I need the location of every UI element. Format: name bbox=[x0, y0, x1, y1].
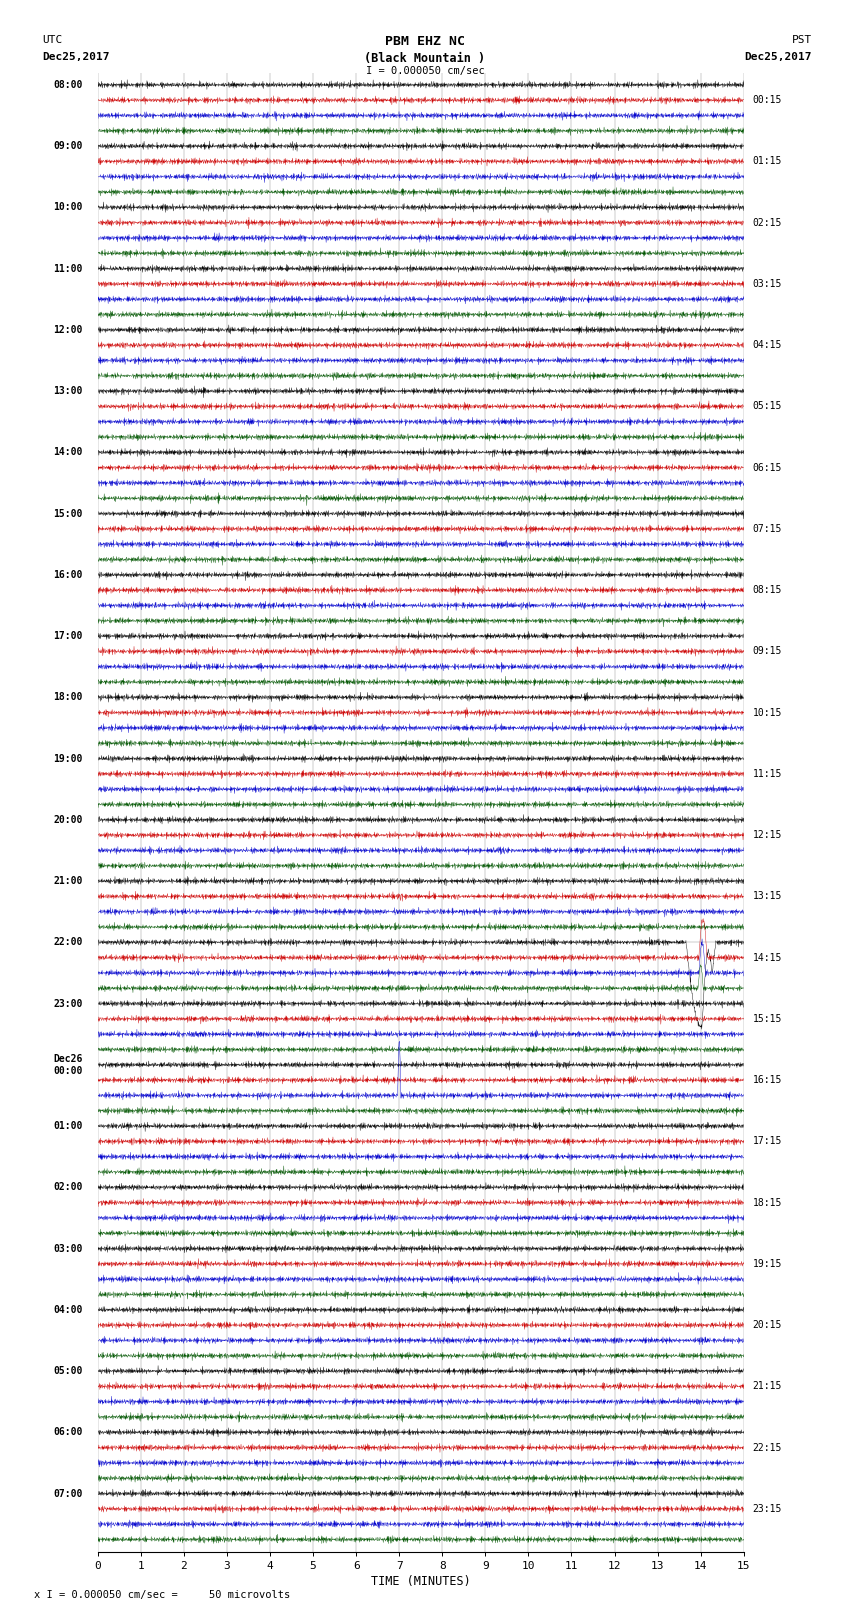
Text: 11:15: 11:15 bbox=[752, 769, 782, 779]
Text: Dec25,2017: Dec25,2017 bbox=[42, 52, 110, 61]
Text: 16:00: 16:00 bbox=[54, 569, 82, 579]
Text: 12:00: 12:00 bbox=[54, 324, 82, 336]
Text: 21:00: 21:00 bbox=[54, 876, 82, 886]
Text: 07:00: 07:00 bbox=[54, 1489, 82, 1498]
Text: 09:00: 09:00 bbox=[54, 140, 82, 152]
Text: 12:15: 12:15 bbox=[752, 831, 782, 840]
Text: 06:00: 06:00 bbox=[54, 1428, 82, 1437]
Text: 10:00: 10:00 bbox=[54, 202, 82, 213]
Text: 01:00: 01:00 bbox=[54, 1121, 82, 1131]
Text: 03:00: 03:00 bbox=[54, 1244, 82, 1253]
Text: 07:15: 07:15 bbox=[752, 524, 782, 534]
Text: 19:00: 19:00 bbox=[54, 753, 82, 763]
Text: PST: PST bbox=[791, 35, 812, 45]
Text: 21:15: 21:15 bbox=[752, 1381, 782, 1392]
Text: 02:00: 02:00 bbox=[54, 1182, 82, 1192]
Text: 13:00: 13:00 bbox=[54, 386, 82, 397]
Text: Dec25,2017: Dec25,2017 bbox=[745, 52, 812, 61]
Text: 18:00: 18:00 bbox=[54, 692, 82, 702]
Text: UTC: UTC bbox=[42, 35, 63, 45]
Text: 17:15: 17:15 bbox=[752, 1136, 782, 1147]
Text: 06:15: 06:15 bbox=[752, 463, 782, 473]
Text: 08:15: 08:15 bbox=[752, 586, 782, 595]
X-axis label: TIME (MINUTES): TIME (MINUTES) bbox=[371, 1574, 471, 1587]
Text: 20:00: 20:00 bbox=[54, 815, 82, 824]
Text: 15:15: 15:15 bbox=[752, 1015, 782, 1024]
Text: 05:00: 05:00 bbox=[54, 1366, 82, 1376]
Text: (Black Mountain ): (Black Mountain ) bbox=[365, 52, 485, 65]
Text: x I = 0.000050 cm/sec =     50 microvolts: x I = 0.000050 cm/sec = 50 microvolts bbox=[34, 1590, 290, 1600]
Text: 22:15: 22:15 bbox=[752, 1442, 782, 1453]
Text: 18:15: 18:15 bbox=[752, 1197, 782, 1208]
Text: 16:15: 16:15 bbox=[752, 1076, 782, 1086]
Text: 00:15: 00:15 bbox=[752, 95, 782, 105]
Text: 14:15: 14:15 bbox=[752, 953, 782, 963]
Text: 05:15: 05:15 bbox=[752, 402, 782, 411]
Text: 03:15: 03:15 bbox=[752, 279, 782, 289]
Text: 23:00: 23:00 bbox=[54, 998, 82, 1008]
Text: I = 0.000050 cm/sec: I = 0.000050 cm/sec bbox=[366, 66, 484, 76]
Text: 04:00: 04:00 bbox=[54, 1305, 82, 1315]
Text: 09:15: 09:15 bbox=[752, 647, 782, 656]
Text: 02:15: 02:15 bbox=[752, 218, 782, 227]
Text: 23:15: 23:15 bbox=[752, 1503, 782, 1515]
Text: 13:15: 13:15 bbox=[752, 892, 782, 902]
Text: PBM EHZ NC: PBM EHZ NC bbox=[385, 35, 465, 48]
Text: 14:00: 14:00 bbox=[54, 447, 82, 458]
Text: 10:15: 10:15 bbox=[752, 708, 782, 718]
Text: 22:00: 22:00 bbox=[54, 937, 82, 947]
Text: 19:15: 19:15 bbox=[752, 1258, 782, 1269]
Text: Dec26
00:00: Dec26 00:00 bbox=[54, 1053, 82, 1076]
Text: 17:00: 17:00 bbox=[54, 631, 82, 640]
Text: 01:15: 01:15 bbox=[752, 156, 782, 166]
Text: 04:15: 04:15 bbox=[752, 340, 782, 350]
Text: 20:15: 20:15 bbox=[752, 1319, 782, 1331]
Text: 08:00: 08:00 bbox=[54, 79, 82, 90]
Text: 15:00: 15:00 bbox=[54, 508, 82, 518]
Text: 11:00: 11:00 bbox=[54, 263, 82, 274]
